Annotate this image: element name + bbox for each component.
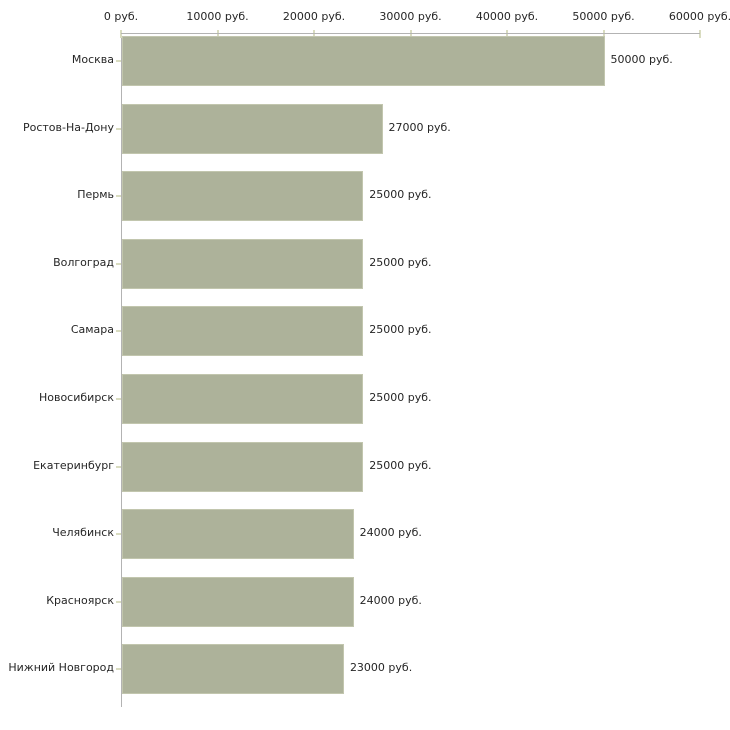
x-axis-tick-label: 10000 руб. — [186, 10, 249, 23]
bar — [122, 509, 354, 560]
category-label: Челябинск — [52, 526, 114, 540]
x-axis-tick — [313, 30, 315, 38]
value-label: 25000 руб. — [369, 188, 432, 202]
x-axis-tick — [506, 30, 508, 38]
category-label: Нижний Новгород — [8, 661, 114, 675]
bar — [122, 171, 364, 222]
category-label: Екатеринбург — [33, 458, 114, 472]
x-axis-tick — [216, 30, 219, 38]
x-axis-tick-label: 30000 руб. — [379, 10, 442, 23]
value-label: 24000 руб. — [359, 593, 422, 607]
bar — [122, 576, 354, 627]
x-axis-tick — [409, 30, 412, 38]
value-label: 50000 руб. — [610, 53, 673, 66]
category-tick — [116, 533, 121, 536]
category-tick — [116, 668, 121, 671]
value-label: 25000 руб. — [369, 255, 432, 269]
category-label: Новосибирск — [38, 391, 114, 404]
category-tick — [116, 600, 121, 603]
category-label: Волгоград — [53, 255, 114, 269]
x-axis-tick-label: 50000 руб. — [572, 10, 635, 23]
category-label: Москва — [71, 53, 114, 66]
value-label: 27000 руб. — [388, 120, 451, 134]
value-label: 25000 руб. — [369, 458, 432, 472]
category-tick — [116, 127, 121, 130]
category-tick — [116, 60, 121, 62]
bar — [122, 441, 364, 492]
value-label: 25000 руб. — [369, 323, 432, 337]
bar — [122, 644, 344, 695]
x-axis-tick-label: 40000 руб. — [475, 10, 539, 23]
category-label: Ростов-На-Дону — [22, 120, 114, 134]
value-label: 25000 руб. — [369, 391, 432, 404]
category-tick — [116, 330, 121, 333]
value-label: 23000 руб. — [349, 661, 413, 675]
bar — [122, 103, 383, 154]
x-axis-line — [121, 33, 700, 34]
x-axis-tick-label: 20000 руб. — [282, 10, 346, 23]
category-tick — [116, 465, 121, 468]
x-axis-tick-label: 60000 руб. — [668, 10, 730, 23]
x-axis-tick — [699, 30, 701, 38]
bar — [122, 374, 364, 424]
x-axis-tick-label: 0 руб. — [103, 10, 139, 23]
y-axis-line — [121, 33, 122, 707]
x-axis-tick — [602, 30, 605, 38]
value-label: 24000 руб. — [359, 526, 422, 540]
bar — [122, 238, 364, 289]
category-tick — [116, 195, 121, 198]
bar — [122, 306, 364, 357]
category-label: Самара — [70, 323, 114, 337]
category-label: Пермь — [77, 188, 114, 202]
x-axis-tick — [120, 30, 122, 38]
category-tick — [116, 262, 121, 265]
category-label: Красноярск — [46, 593, 114, 607]
bar — [122, 36, 605, 86]
category-tick — [116, 398, 121, 400]
